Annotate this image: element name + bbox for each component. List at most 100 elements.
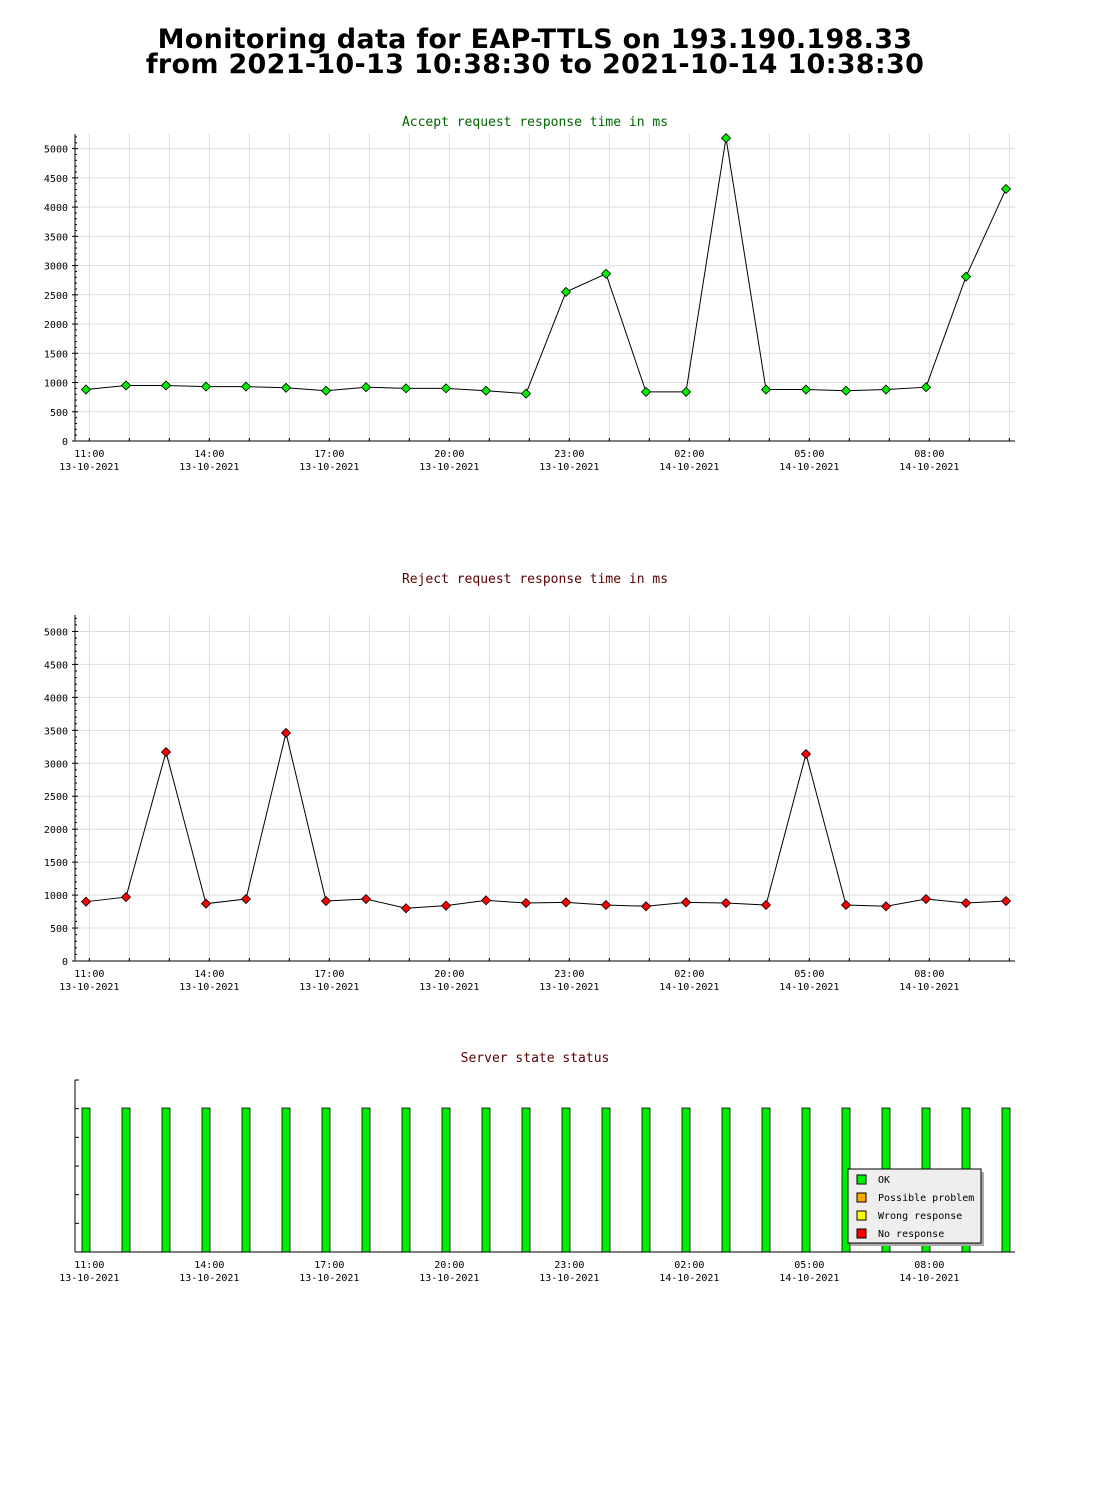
status-bar: [321, 1107, 331, 1253]
accept-data-point: [1000, 183, 1012, 195]
reject-x-tick-label-time: 23:00: [554, 969, 584, 980]
status-x-tick-label-date: 14-10-2021: [779, 1273, 839, 1284]
reject-data-point: [200, 898, 212, 909]
reject-x-tick-label-date: 13-10-2021: [419, 982, 479, 993]
accept-x-tick-label-time: 17:00: [314, 449, 344, 460]
accept-x-tick-label-date: 13-10-2021: [59, 462, 119, 473]
accept-x-tick-label-time: 14:00: [194, 449, 224, 460]
accept-x-tick-label-time: 02:00: [674, 449, 704, 460]
accept-data-point: [880, 384, 892, 395]
accept-response-chart: Accept request response time in ms 0 500 1…: [44, 115, 1015, 473]
status-x-tick-label-date: 14-10-2021: [899, 1273, 959, 1284]
status-bar: [521, 1107, 531, 1253]
status-x-tick-label-time: 05:00: [794, 1260, 824, 1271]
reject-data-point: [720, 897, 732, 909]
status-x-tick-label-time: 08:00: [914, 1260, 944, 1271]
accept-data-point: [80, 384, 92, 395]
accept-data-point: [760, 384, 772, 395]
status-bar: [121, 1107, 131, 1253]
reject-data-point: [360, 893, 372, 905]
reject-x-tick-label-time: 20:00: [434, 969, 464, 980]
legend-swatch-wrong-response: [856, 1210, 867, 1221]
reject-chart-series: [80, 727, 1012, 914]
accept-x-tick-label-time: 05:00: [794, 449, 824, 460]
status-bar: [361, 1107, 371, 1253]
accept-data-point: [600, 268, 612, 279]
accept-x-tick-label-date: 13-10-2021: [539, 462, 599, 473]
accept-y-tick-label: 1000: [44, 379, 68, 390]
reject-data-point: [960, 897, 972, 909]
status-bar: [561, 1107, 571, 1253]
status-legend: OK Possible problem Wrong response No re…: [847, 1168, 984, 1246]
status-bar: [681, 1107, 691, 1253]
accept-data-point: [720, 133, 732, 144]
reject-data-point: [160, 747, 172, 758]
status-bar: [1001, 1107, 1011, 1253]
accept-y-tick-label: 4000: [44, 203, 68, 214]
accept-y-tick-label: 500: [50, 408, 68, 419]
status-bar: [161, 1107, 171, 1253]
legend-label-possible-problem: Possible problem: [878, 1193, 974, 1204]
accept-x-tick-label-date: 14-10-2021: [659, 462, 719, 473]
accept-data-point: [640, 386, 652, 397]
reject-x-tick-label-date: 14-10-2021: [899, 982, 959, 993]
accept-data-point: [560, 286, 572, 297]
reject-data-point: [320, 895, 332, 907]
status-bar: [441, 1107, 451, 1253]
reject-data-point: [120, 892, 132, 903]
status-bar: [81, 1107, 91, 1253]
reject-x-tick-label-time: 11:00: [74, 969, 104, 980]
accept-x-tick-label-date: 13-10-2021: [419, 462, 479, 473]
status-x-tick-label-date: 13-10-2021: [179, 1273, 239, 1284]
accept-data-point: [520, 388, 532, 399]
reject-x-tick-label-date: 14-10-2021: [779, 982, 839, 993]
status-x-tick-label-date: 13-10-2021: [299, 1273, 359, 1284]
legend-swatch-possible-problem: [856, 1192, 867, 1203]
reject-y-tick-label: 4500: [44, 660, 68, 671]
reject-data-point: [840, 899, 852, 911]
reject-y-tick-label: 3500: [44, 726, 68, 737]
accept-chart-grid: [75, 134, 1015, 442]
reject-x-tick-label-time: 05:00: [794, 969, 824, 980]
accept-data-point: [120, 380, 132, 391]
reject-data-point: [80, 896, 92, 907]
reject-data-point: [1000, 895, 1012, 907]
accept-data-point: [480, 385, 492, 396]
status-x-tick-label-date: 13-10-2021: [59, 1273, 119, 1284]
reject-data-point: [880, 901, 892, 912]
reject-chart-title: Reject request response time in ms: [402, 572, 668, 587]
server-status-chart: Server state status 11:00 13-10-2021 14:00…: [59, 1051, 1015, 1284]
status-x-tick-label-time: 14:00: [194, 1260, 224, 1271]
accept-data-point: [320, 385, 332, 396]
reject-y-tick-label: 1500: [44, 858, 68, 869]
reject-y-tick-label: 2500: [44, 792, 68, 803]
accept-x-tick-label-date: 13-10-2021: [299, 462, 359, 473]
reject-response-chart: Reject request response time in ms 0 500 1…: [44, 572, 1015, 993]
accept-data-point: [680, 386, 692, 397]
reject-y-tick-label: 3000: [44, 759, 68, 770]
reject-data-point: [280, 727, 292, 739]
reject-y-tick-label: 4000: [44, 693, 68, 704]
status-bar: [241, 1107, 251, 1253]
reject-x-tick-label-date: 13-10-2021: [179, 982, 239, 993]
reject-data-point: [800, 748, 812, 760]
legend-label-ok: OK: [878, 1175, 890, 1186]
reject-x-tick-label-date: 13-10-2021: [539, 982, 599, 993]
legend-swatch-ok: [856, 1174, 867, 1185]
legend-swatch-no-response: [856, 1228, 867, 1239]
accept-data-point: [160, 380, 172, 391]
reject-series-line: [85, 732, 1007, 909]
status-x-tick-label-date: 13-10-2021: [419, 1273, 479, 1284]
accept-chart-title: Accept request response time in ms: [402, 115, 668, 130]
status-chart-title: Server state status: [461, 1051, 610, 1066]
legend-label-wrong-response: Wrong response: [878, 1211, 962, 1222]
reject-y-tick-label: 1000: [44, 891, 68, 902]
accept-x-tick-label-date: 14-10-2021: [779, 462, 839, 473]
accept-data-point: [920, 382, 932, 393]
accept-x-tick-label-time: 23:00: [554, 449, 584, 460]
reject-y-tick-label: 500: [50, 924, 68, 935]
accept-series-line: [85, 138, 1007, 395]
accept-data-point: [440, 383, 452, 394]
status-x-tick-label-time: 20:00: [434, 1260, 464, 1271]
